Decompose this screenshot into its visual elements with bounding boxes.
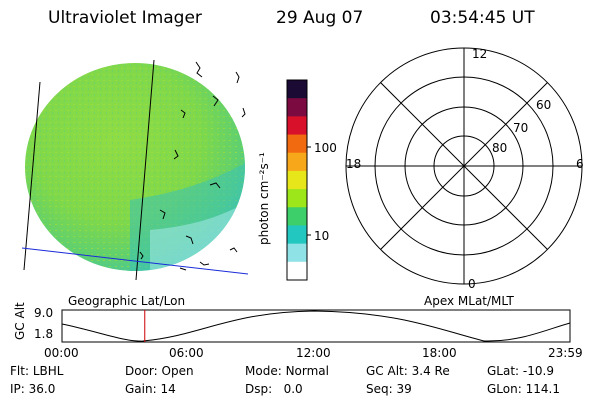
lat-label-80: 80 <box>492 141 508 155</box>
mode-field: Mode: Normal <box>245 364 329 378</box>
seq-field: Seq: 39 <box>366 382 412 396</box>
gc-alt-field: GC Alt: 3.4 Re <box>366 364 450 378</box>
colorbar-unit-label: photon cm⁻²s⁻¹ <box>257 152 271 245</box>
colorbar-band <box>287 261 307 281</box>
colorbar <box>286 79 311 281</box>
mlt-label-0: 0 <box>468 277 476 291</box>
gain-field: Gain: 14 <box>125 382 176 396</box>
colorbar-band <box>287 243 307 263</box>
time-tick: 00:00 <box>44 346 79 360</box>
altitude-curve <box>61 310 571 342</box>
mlt-label-6: 6 <box>576 157 584 171</box>
mlt-label-18: 18 <box>346 157 362 171</box>
altitude-tick-high: 9.0 <box>34 306 54 320</box>
lat-label-60: 60 <box>536 98 552 112</box>
door-field: Door: Open <box>125 364 194 378</box>
altitude-tick-low: 1.8 <box>34 327 54 341</box>
time-tick: 12:00 <box>296 346 331 360</box>
dsp-field: Dsp: 0.0 <box>245 382 303 396</box>
coastlines <box>139 61 246 271</box>
ip-field: IP: 36.0 <box>10 382 56 396</box>
instrument-title: Ultraviolet Imager <box>48 8 202 28</box>
longitude-line <box>135 59 155 281</box>
colorbar-band <box>287 170 307 190</box>
colorbar-band <box>287 80 307 99</box>
glon-field: GLon: 114.1 <box>487 382 560 396</box>
colorbar-tick-10: 10 <box>314 229 330 243</box>
altitude-axis-label: GC Alt <box>13 302 27 340</box>
polar-caption: Apex MLat/MLT <box>424 294 514 308</box>
image-caption: Geographic Lat/Lon <box>68 294 186 308</box>
colorbar-band <box>287 189 307 208</box>
time-label: 03:54:45 UT <box>430 8 535 28</box>
colorbar-band <box>287 225 307 245</box>
glat-field: GLat: -10.9 <box>487 364 554 378</box>
time-tick: 23:59 <box>548 346 583 360</box>
colorbar-band <box>287 134 307 154</box>
time-tick: 18:00 <box>422 346 457 360</box>
time-tick: 06:00 <box>169 346 204 360</box>
altitude-plot <box>61 309 571 343</box>
polar-plot <box>345 47 583 285</box>
colorbar-band <box>287 98 307 117</box>
lat-label-70: 70 <box>513 121 529 135</box>
longitude-line <box>23 81 41 271</box>
colorbar-tick-100: 100 <box>314 141 337 155</box>
filter-field: Flt: LBHL <box>10 364 64 378</box>
colorbar-band <box>287 152 307 172</box>
date-label: 29 Aug 07 <box>276 8 364 28</box>
horizon-line <box>21 247 249 275</box>
colorbar-band <box>287 207 307 226</box>
mlt-label-12: 12 <box>472 47 488 61</box>
uv-image <box>21 59 249 281</box>
colorbar-band <box>287 116 307 136</box>
